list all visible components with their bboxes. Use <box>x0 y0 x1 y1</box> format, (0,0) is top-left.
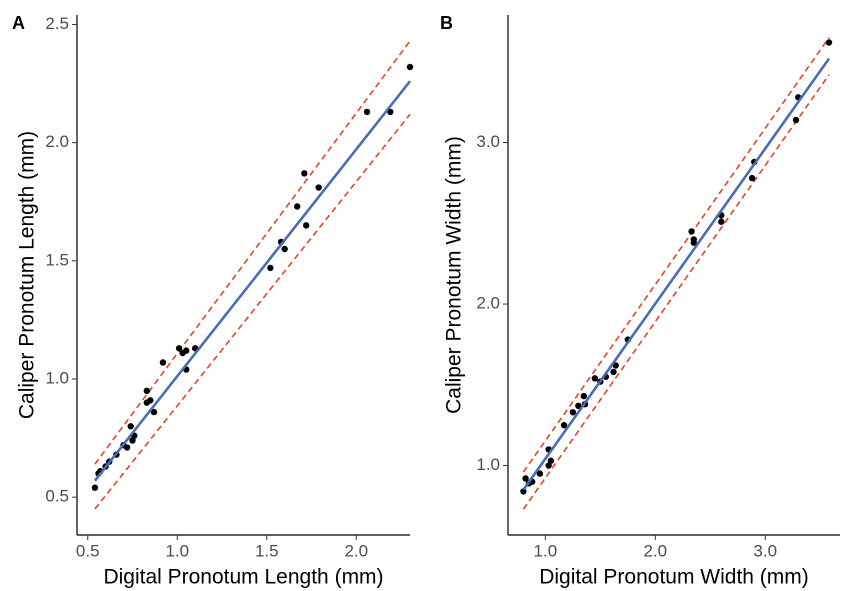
x-tick-label: 1.5 <box>255 541 279 560</box>
point <box>575 402 582 410</box>
point <box>406 63 414 71</box>
y-tick-label: 2.0 <box>476 294 500 313</box>
panel-label: A <box>12 13 25 33</box>
lower-bound-line <box>94 113 411 510</box>
point <box>159 359 167 366</box>
point <box>591 375 599 382</box>
x-axis-title: Digital Pronotum Length (mm) <box>103 566 383 589</box>
point <box>547 457 555 464</box>
y-axis-title: Caliper Pronotum Length (mm) <box>16 131 39 419</box>
point <box>150 408 158 416</box>
point <box>91 484 99 491</box>
point <box>580 392 588 400</box>
point <box>545 462 552 469</box>
point <box>536 470 544 477</box>
point <box>315 184 322 191</box>
y-tick-label: 0.5 <box>45 487 69 506</box>
point <box>183 347 190 354</box>
point <box>569 409 577 416</box>
point <box>387 108 394 116</box>
point <box>520 488 527 495</box>
point <box>718 218 725 225</box>
point <box>301 170 308 177</box>
x-tick-label: 3.0 <box>753 541 777 560</box>
x-tick-label: 1.0 <box>534 541 558 560</box>
x-tick-label: 2.0 <box>344 541 368 560</box>
x-tick-label: 2.0 <box>643 541 667 560</box>
point <box>127 423 134 430</box>
point <box>143 387 151 395</box>
x-axis-title: Digital Pronotum Width (mm) <box>539 566 809 589</box>
fit-line <box>93 80 412 482</box>
point <box>281 245 288 253</box>
upper-bound-line <box>522 37 830 473</box>
point <box>175 345 183 352</box>
y-tick-label: 1.0 <box>476 455 500 474</box>
point <box>825 39 833 46</box>
upper-bound-line <box>94 40 411 465</box>
y-tick-label: 1.0 <box>45 368 69 387</box>
panel-label: B <box>440 13 453 33</box>
x-tick-label: 1.0 <box>165 541 189 560</box>
point <box>690 239 697 246</box>
y-tick-label: 3.0 <box>476 132 500 151</box>
point <box>302 222 310 229</box>
point <box>363 108 371 116</box>
point <box>147 397 154 404</box>
point <box>560 421 568 429</box>
point <box>267 264 274 272</box>
point <box>688 228 695 235</box>
x-tick-label: 0.5 <box>76 541 100 560</box>
y-tick-label: 2.0 <box>45 132 69 151</box>
point <box>792 116 800 124</box>
lower-bound-line <box>522 74 830 510</box>
y-axis-title: Caliper Pronotum Width (mm) <box>443 136 466 414</box>
fit-line <box>522 57 831 491</box>
point <box>294 203 301 210</box>
y-tick-label: 1.5 <box>45 250 69 269</box>
y-tick-label: 2.5 <box>45 14 69 33</box>
point <box>522 475 529 482</box>
point <box>123 444 131 451</box>
point <box>610 368 617 376</box>
point <box>748 174 756 182</box>
